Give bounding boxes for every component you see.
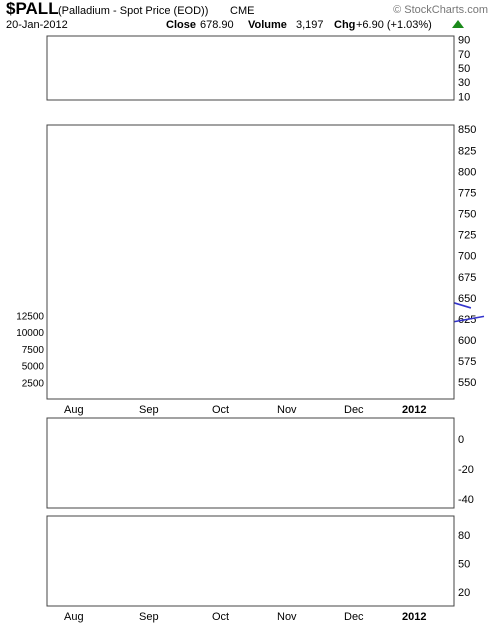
price-tick-label: 575 [458,356,476,368]
sto-tick-label: 80 [458,530,470,542]
symbol-title: $PALL [6,0,59,18]
rsi-tick-label: 30 [458,77,470,89]
volume-label: Volume [248,19,287,31]
rsi-tick-label: 50 [458,63,470,75]
rsi-frame [46,35,455,101]
price-tick-label: 825 [458,145,476,157]
up-arrow-icon [452,20,464,28]
volume-tick-label: 10000 [16,328,44,339]
chg-value: +6.90 (+1.03%) [356,19,432,31]
bottom-x-axis-label-3: Nov [277,611,297,623]
bottom-x-axis-label-0: Aug [64,611,84,623]
exchange-label: CME [230,5,254,17]
price-tick-label: 650 [458,293,476,305]
chg-label: Chg [334,19,355,31]
close-value: 678.90 [200,19,234,31]
price-frame [46,124,455,400]
price-tick-label: 675 [458,272,476,284]
rsi-tick-label: 10 [458,91,470,103]
macd-tick-label: 0 [458,434,464,446]
x-axis-label-3: Nov [277,404,297,416]
x-axis-label-0: Aug [64,404,84,416]
rsi-tick-label: 90 [458,35,470,47]
close-label: Close [166,19,196,31]
x-axis-label-4: Dec [344,404,364,416]
volume-tick-label: 2500 [22,378,45,389]
volume-tick-label: 5000 [22,362,45,373]
price-tick-label: 850 [458,124,476,136]
price-tick-label: 775 [458,187,476,199]
price-tick-label: 550 [458,377,476,389]
volume-tick-label: 12500 [16,311,44,322]
x-axis-label-5: 2012 [402,404,426,416]
bottom-x-axis-label-5: 2012 [402,611,426,623]
macd-tick-label: -40 [458,494,474,506]
volume-tick-label: 7500 [22,345,45,356]
price-tick-label: 700 [458,251,476,263]
symbol-description: (Palladium - Spot Price (EOD)) [58,5,208,17]
macd-frame [46,417,455,509]
price-tick-label: 725 [458,230,476,242]
chart-header: $PALL (Palladium - Spot Price (EOD)) CME… [6,0,488,31]
macd-tick-label: -20 [458,464,474,476]
x-axis-label-2: Oct [212,404,229,416]
volume-value: 3,197 [296,19,324,31]
watermark: © StockCharts.com [393,4,488,16]
x-axis-label-1: Sep [139,404,159,416]
bottom-x-axis-label-1: Sep [139,611,159,623]
rsi-tick-label: 70 [458,49,470,61]
bottom-x-axis-label-2: Oct [212,611,229,623]
stochastic-frame [46,515,455,607]
price-tick-label: 750 [458,209,476,221]
sto-tick-label: 50 [458,558,470,570]
price-tick-label: 800 [458,166,476,178]
price-tick-label: 600 [458,335,476,347]
sto-tick-label: 20 [458,587,470,599]
date-label: 20-Jan-2012 [6,19,68,31]
bottom-x-axis-label-4: Dec [344,611,364,623]
